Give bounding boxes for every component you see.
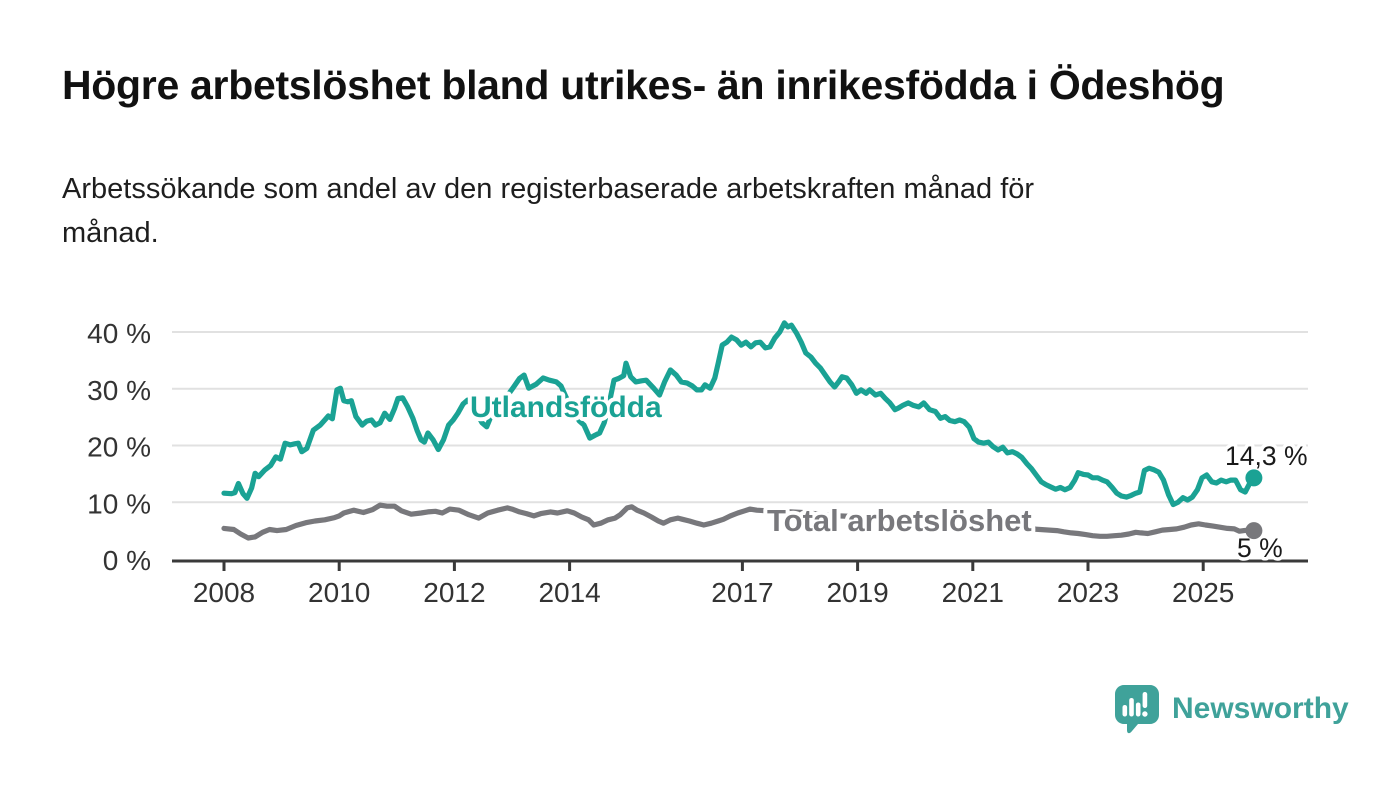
page-subtitle: Arbetssökande som andel av den registerb… — [62, 168, 1034, 255]
x-tick-label-2019: 2019 — [826, 577, 888, 608]
series-label-utlandsfodda: Utlandsfödda — [470, 391, 662, 424]
x-tick-label-2012: 2012 — [423, 577, 485, 608]
x-tick-label-2021: 2021 — [942, 577, 1004, 608]
x-tick-label-2014: 2014 — [538, 577, 600, 608]
series-end-value-total-arbetsloshet: 5 % — [1237, 533, 1283, 563]
series-label-total-arbetsloshet: Total arbetslöshet — [767, 503, 1032, 538]
y-tick-label-30: 30 % — [87, 375, 151, 406]
series-end-value-utlandsfodda: 14,3 % — [1225, 441, 1308, 471]
newsworthy-wordmark: Newsworthy — [1172, 692, 1349, 725]
newsworthy-logo: Newsworthy — [1114, 684, 1349, 734]
x-tick-label-2023: 2023 — [1057, 577, 1119, 608]
x-tick-label-2017: 2017 — [711, 577, 773, 608]
x-tick-label-2010: 2010 — [308, 577, 370, 608]
x-tick-label-2025: 2025 — [1172, 577, 1234, 608]
page-subtitle-line-2: månad. — [62, 216, 159, 249]
y-tick-label-40: 40 % — [87, 318, 151, 349]
page-subtitle-line-1: Arbetssökande som andel av den registerb… — [62, 173, 1035, 205]
x-tick-label-2008: 2008 — [193, 577, 255, 608]
series-end-dot-total-arbetsloshet — [1245, 522, 1263, 540]
y-tick-label-0: 0 % — [103, 545, 151, 576]
series-line-total-arbetsloshet — [221, 502, 1257, 541]
series-line-utlandsfodda — [221, 320, 1257, 508]
y-tick-label-20: 20 % — [87, 432, 151, 463]
series-end-dot-utlandsfodda — [1245, 469, 1263, 487]
page-title: Högre arbetslöshet bland utrikes- än inr… — [62, 62, 1225, 108]
newsworthy-icon — [1115, 685, 1159, 734]
y-tick-label-10: 10 % — [87, 488, 151, 519]
